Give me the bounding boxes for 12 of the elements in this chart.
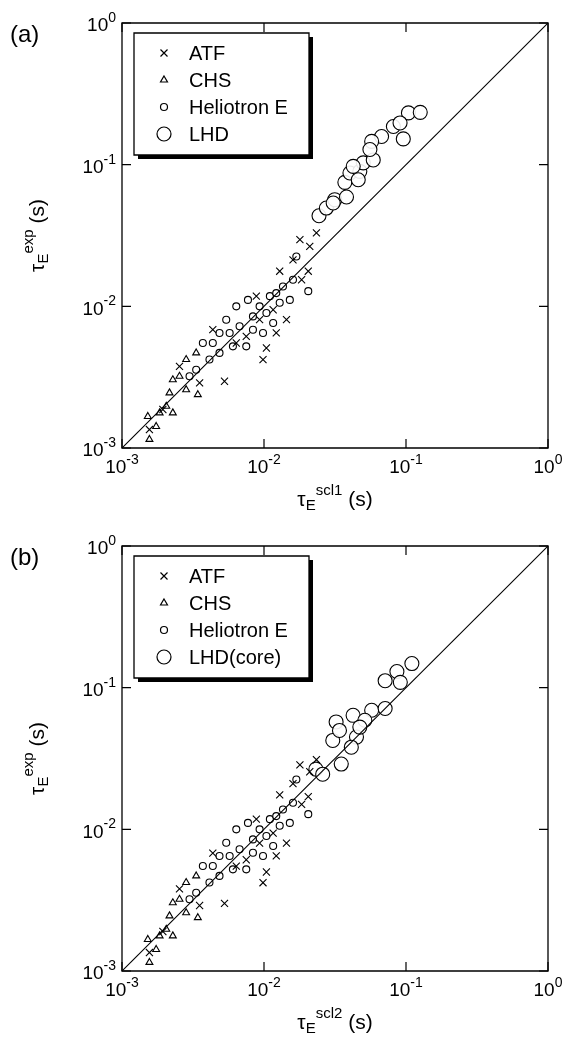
legend-label: LHD — [189, 122, 230, 145]
legend-label: ATF — [189, 41, 226, 64]
legend-label: CHS — [189, 591, 232, 614]
legend-label: LHD(core) — [189, 645, 282, 668]
legend-label: Heliotron E — [189, 618, 288, 641]
text: (a) — [10, 19, 40, 47]
text: (b) — [10, 542, 40, 570]
legend-label: ATF — [189, 564, 226, 587]
legend-label: CHS — [189, 68, 232, 91]
y-axis-title: τEexp (s) — [19, 199, 52, 272]
y-axis-title: τEexp (s) — [19, 722, 52, 795]
legend-label: Heliotron E — [189, 95, 288, 118]
